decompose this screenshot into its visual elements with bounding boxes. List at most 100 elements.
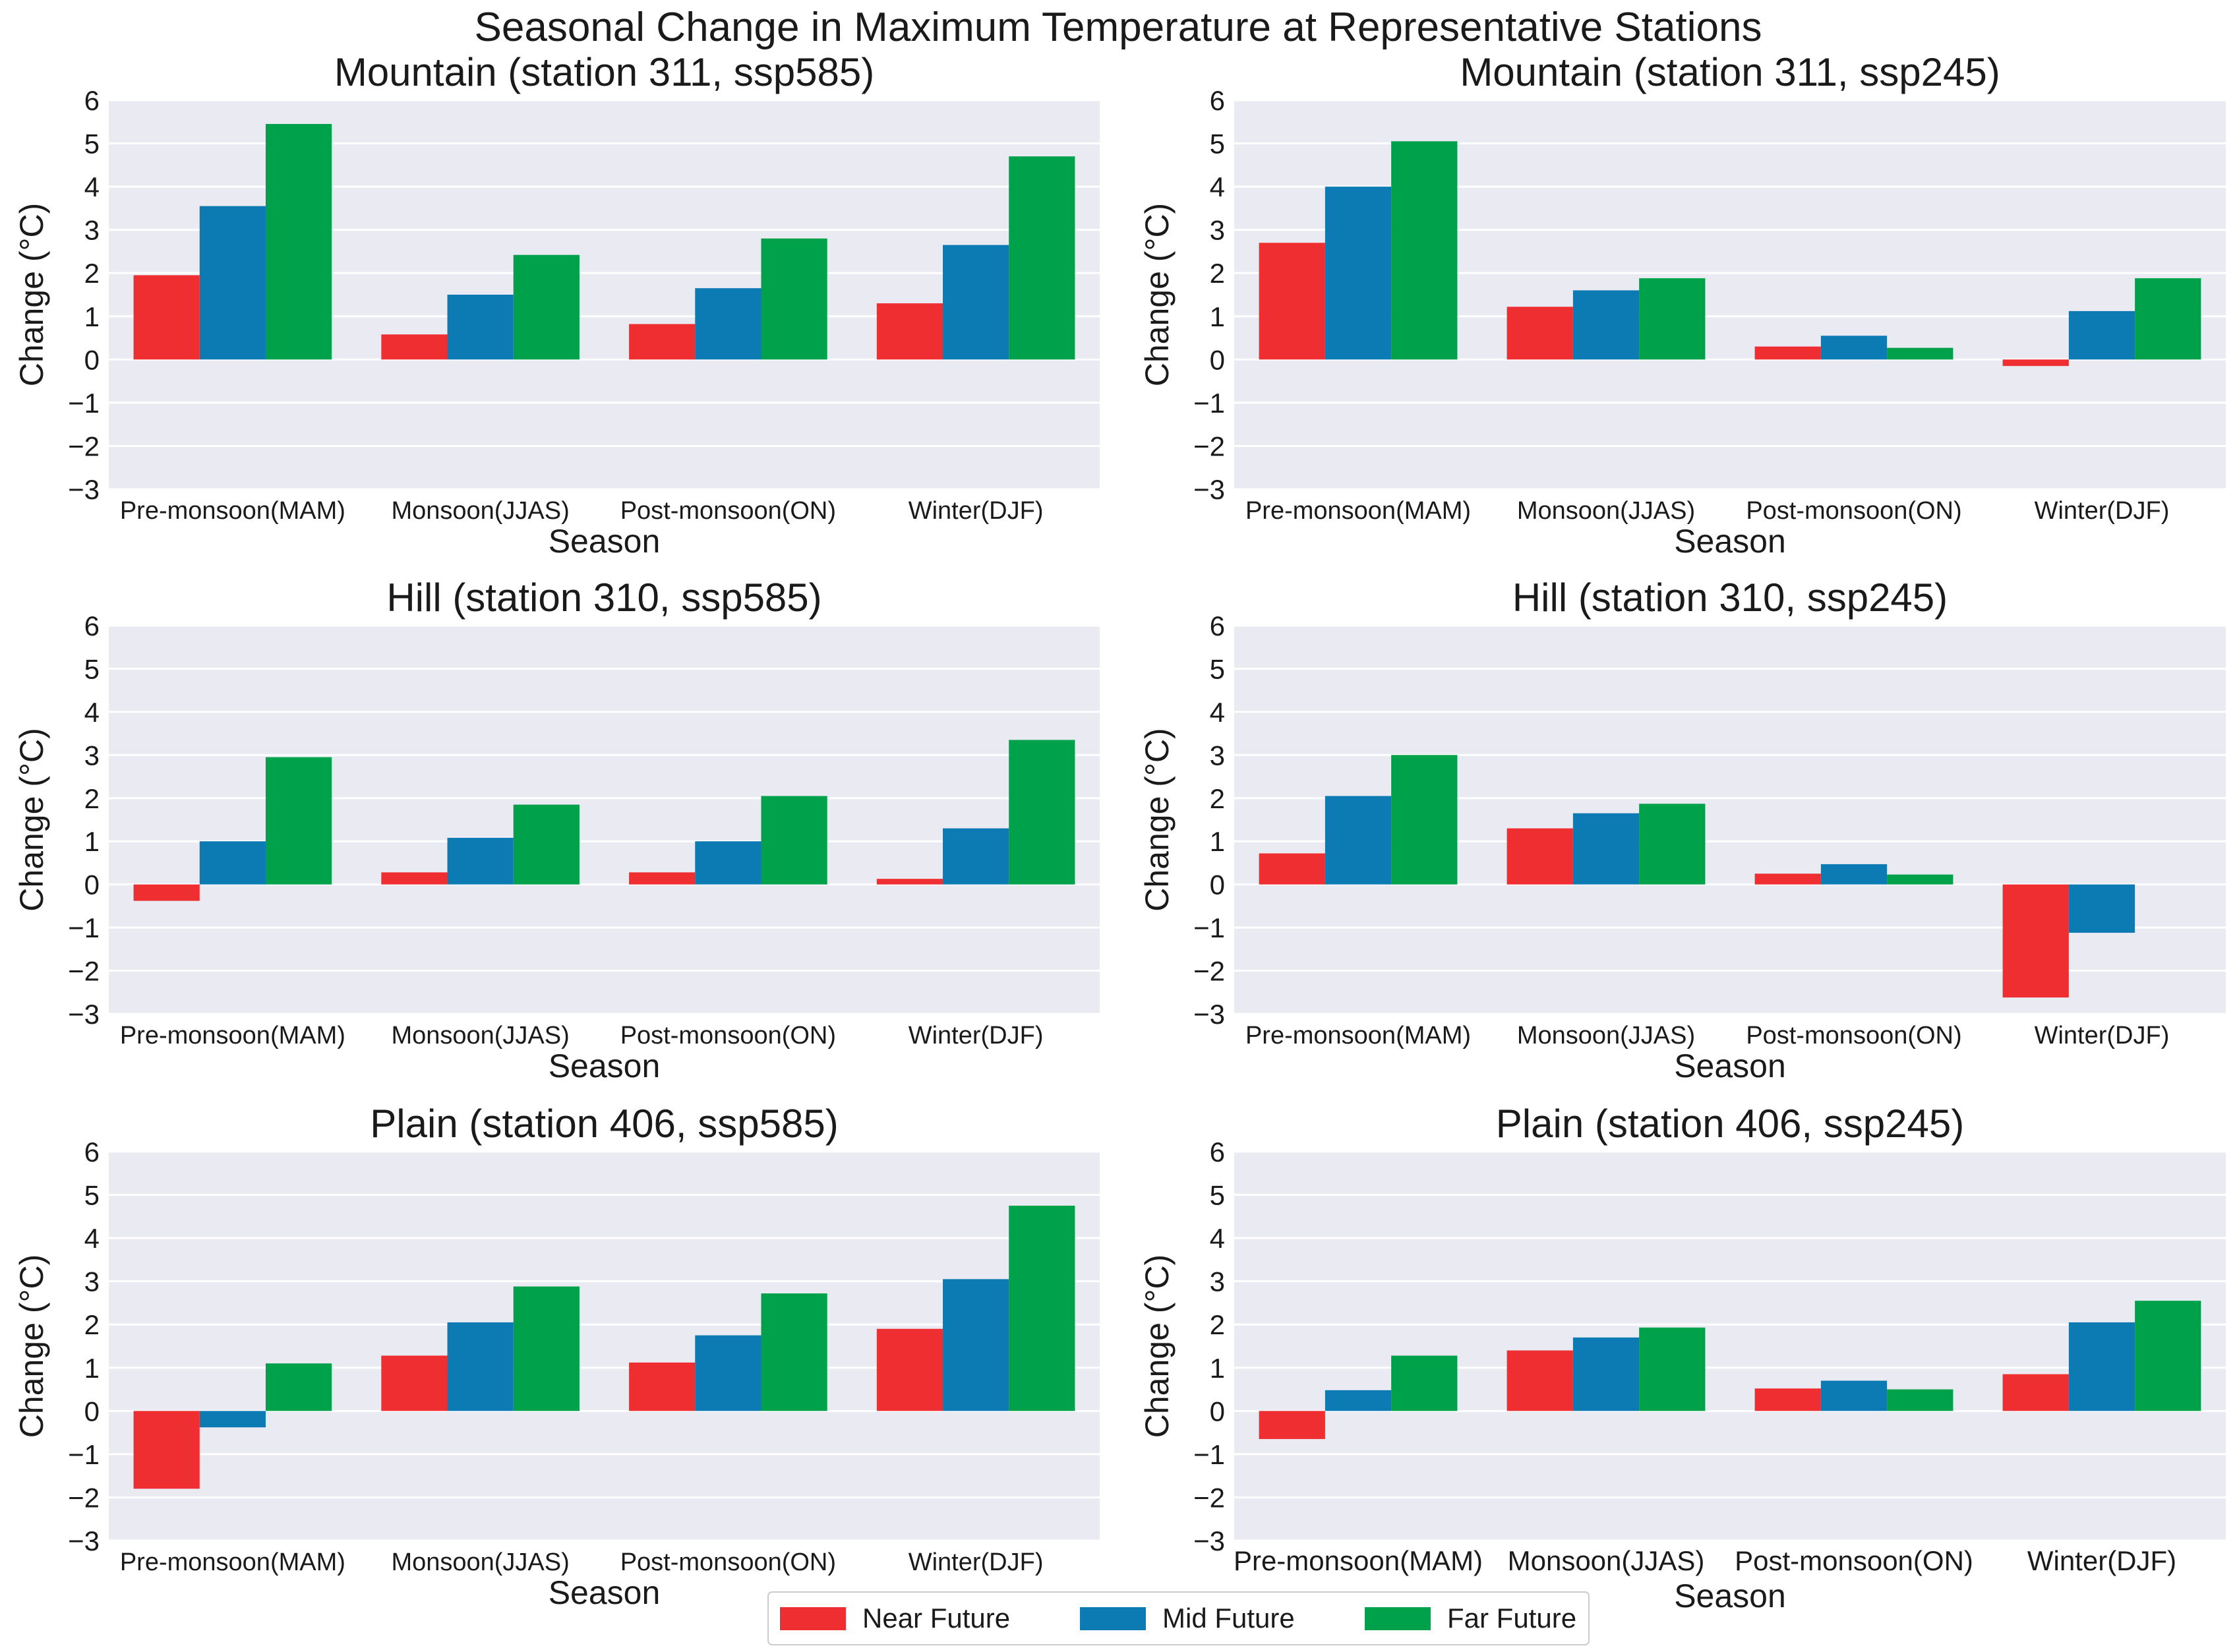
y-tick-label: −3 <box>1193 1525 1225 1556</box>
y-tick-label: −3 <box>1193 474 1225 505</box>
bar-mid-future <box>199 206 266 360</box>
plot-area <box>109 626 1100 1014</box>
bar-mid-future <box>943 1279 1009 1411</box>
panels: 6 5 4 3 2 1 0 −1 −2 −3 Pre-monsoon(MAM) Monsoon(JJA… <box>13 50 2226 1614</box>
y-axis-label: Change (°C) <box>13 203 50 386</box>
y-tick-label: 5 <box>84 653 100 684</box>
x-tick-label: Winter(DJF) <box>2035 497 2170 525</box>
bar-near-future <box>1259 853 1325 885</box>
y-tick-label: 5 <box>1210 653 1225 684</box>
bar-near-future <box>133 275 200 360</box>
bar-far-future <box>1887 874 1954 885</box>
bar-far-future <box>1391 755 1458 885</box>
legend-swatch-near-future <box>780 1607 846 1630</box>
bar-mid-future <box>447 837 514 885</box>
bar-far-future <box>1009 740 1075 885</box>
bar-near-future <box>133 884 200 901</box>
bar-far-future <box>513 804 580 885</box>
bar-mid-future <box>943 828 1009 885</box>
y-tick-label: 4 <box>1210 1223 1225 1254</box>
legend-label-far-future: Far Future <box>1447 1603 1576 1634</box>
y-tick-label: −3 <box>1193 999 1225 1030</box>
x-tick-label: Post-monsoon(ON) <box>620 497 836 525</box>
y-tick-label: 1 <box>84 826 100 857</box>
bar-near-future <box>1506 307 1573 360</box>
panel-5: 6 5 4 3 2 1 0 −1 −2 −3 Pre-monsoon(MAM) Monsoon(JJA… <box>13 1102 1100 1611</box>
bar-far-future <box>1639 278 1706 360</box>
bar-mid-future <box>695 288 761 360</box>
bar-far-future <box>761 1293 827 1411</box>
y-tick-label: 4 <box>84 171 100 202</box>
bar-mid-future <box>1572 813 1640 885</box>
x-tick-label: Pre-monsoon(MAM) <box>120 1022 345 1049</box>
y-tick-label: 2 <box>84 1309 100 1340</box>
bar-far-future <box>761 796 827 885</box>
bar-mid-future <box>199 841 266 885</box>
legend-box <box>767 1591 1590 1645</box>
bar-far-future <box>1639 1327 1706 1411</box>
y-tick-label: 3 <box>84 1266 100 1297</box>
bar-near-future <box>629 1362 696 1411</box>
bar-mid-future <box>2068 310 2135 360</box>
y-tick-label: 0 <box>84 870 100 900</box>
x-tick-label: Winter(DJF) <box>2027 1545 2176 1576</box>
bar-far-future <box>2135 1301 2201 1411</box>
x-tick-label: Monsoon(JJAS) <box>391 497 569 525</box>
y-tick-label: 3 <box>84 215 100 246</box>
y-tick-label: 3 <box>1210 1266 1225 1297</box>
plot-area <box>1234 1152 2226 1541</box>
x-tick-label: Pre-monsoon(MAM) <box>120 497 345 525</box>
legend-label-mid-future: Mid Future <box>1162 1603 1295 1634</box>
bar-near-future <box>1259 243 1325 360</box>
legend-swatch-mid-future <box>1080 1607 1146 1630</box>
bar-far-future <box>761 238 827 360</box>
y-tick-label: 3 <box>1210 740 1225 771</box>
y-tick-label: 0 <box>84 344 100 375</box>
bar-near-future <box>1754 873 1821 885</box>
x-axis-label: Season <box>549 523 661 560</box>
bar-near-future <box>1754 1388 1821 1411</box>
y-tick-label: 4 <box>1210 697 1225 728</box>
y-tick-label: 5 <box>1210 1180 1225 1211</box>
y-axis-label: Change (°C) <box>1139 728 1176 911</box>
bar-mid-future <box>447 295 514 360</box>
bar-near-future <box>629 324 696 360</box>
y-tick-label: −1 <box>68 388 100 419</box>
y-tick-label: −2 <box>1193 1482 1225 1513</box>
x-tick-label: Winter(DJF) <box>909 1549 1044 1576</box>
x-tick-label: Post-monsoon(ON) <box>1746 497 1961 525</box>
x-tick-label: Post-monsoon(ON) <box>1746 1022 1961 1049</box>
y-tick-label: 0 <box>1210 1396 1225 1427</box>
y-tick-label: 2 <box>84 783 100 814</box>
y-tick-label: 0 <box>84 1396 100 1427</box>
y-tick-label: −1 <box>68 912 100 943</box>
panel-6: 6 5 4 3 2 1 0 −1 −2 −3 Pre-monsoon(MAM) Monsoon(JJA… <box>1139 1102 2226 1614</box>
bar-mid-future <box>1325 187 1392 360</box>
bar-near-future <box>2002 884 2069 998</box>
y-tick-label: 2 <box>1210 258 1225 289</box>
y-tick-label: 6 <box>1210 610 1225 641</box>
y-tick-label: −3 <box>68 1525 100 1556</box>
legend: Near Future Mid Future Far Future <box>767 1591 1590 1645</box>
y-tick-label: −3 <box>68 474 100 505</box>
x-tick-label: Pre-monsoon(MAM) <box>1245 497 1471 525</box>
bar-near-future <box>1754 346 1821 360</box>
bar-far-future <box>2135 278 2201 360</box>
x-tick-label: Winter(DJF) <box>909 497 1044 525</box>
y-axis-label: Change (°C) <box>13 1254 50 1438</box>
x-axis-label: Season <box>549 1574 661 1611</box>
x-axis-label: Season <box>549 1047 661 1084</box>
x-tick-label: Monsoon(JJAS) <box>1517 497 1695 525</box>
bar-mid-future <box>1572 1337 1640 1411</box>
bar-far-future <box>1009 1205 1075 1411</box>
y-tick-label: −2 <box>68 430 100 461</box>
y-tick-label: −2 <box>68 1482 100 1513</box>
y-tick-label: 4 <box>1210 171 1225 202</box>
bar-mid-future <box>1820 1380 1888 1411</box>
x-tick-label: Post-monsoon(ON) <box>620 1549 836 1576</box>
y-tick-label: 1 <box>1210 826 1225 857</box>
x-tick-label: Pre-monsoon(MAM) <box>1234 1545 1483 1576</box>
y-tick-label: 5 <box>84 1180 100 1211</box>
panel-3: 6 5 4 3 2 1 0 −1 −2 −3 Pre-monsoon(MAM) Monsoon(JJA… <box>13 575 1100 1084</box>
